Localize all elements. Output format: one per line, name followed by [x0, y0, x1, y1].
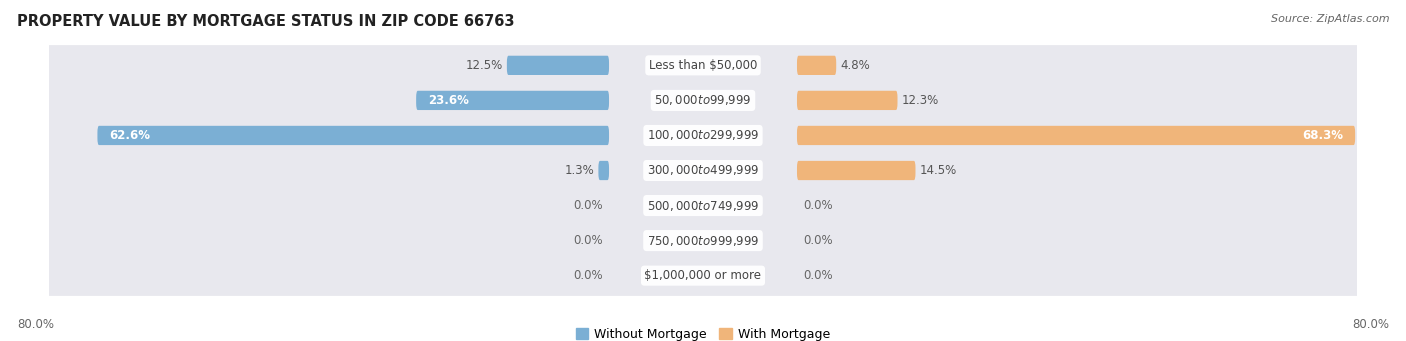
FancyBboxPatch shape — [45, 185, 1361, 226]
FancyBboxPatch shape — [797, 56, 837, 75]
FancyBboxPatch shape — [45, 115, 1361, 156]
Text: 0.0%: 0.0% — [803, 269, 834, 282]
FancyBboxPatch shape — [508, 56, 609, 75]
FancyBboxPatch shape — [45, 45, 1361, 86]
Text: $500,000 to $749,999: $500,000 to $749,999 — [647, 198, 759, 212]
Text: 0.0%: 0.0% — [572, 234, 603, 247]
Text: $100,000 to $299,999: $100,000 to $299,999 — [647, 129, 759, 143]
FancyBboxPatch shape — [797, 161, 915, 180]
Text: 12.5%: 12.5% — [465, 59, 503, 72]
FancyBboxPatch shape — [797, 126, 1355, 145]
FancyBboxPatch shape — [45, 220, 1361, 261]
FancyBboxPatch shape — [45, 255, 1361, 296]
Text: 80.0%: 80.0% — [1353, 318, 1389, 331]
Text: 0.0%: 0.0% — [803, 199, 834, 212]
Text: $300,000 to $499,999: $300,000 to $499,999 — [647, 163, 759, 178]
FancyBboxPatch shape — [97, 126, 609, 145]
Text: 0.0%: 0.0% — [572, 199, 603, 212]
Text: 4.8%: 4.8% — [841, 59, 870, 72]
Text: 62.6%: 62.6% — [110, 129, 150, 142]
Text: Less than $50,000: Less than $50,000 — [648, 59, 758, 72]
Text: $750,000 to $999,999: $750,000 to $999,999 — [647, 234, 759, 248]
Text: PROPERTY VALUE BY MORTGAGE STATUS IN ZIP CODE 66763: PROPERTY VALUE BY MORTGAGE STATUS IN ZIP… — [17, 14, 515, 29]
Text: $1,000,000 or more: $1,000,000 or more — [644, 269, 762, 282]
FancyBboxPatch shape — [45, 80, 1361, 121]
Text: Source: ZipAtlas.com: Source: ZipAtlas.com — [1271, 14, 1389, 24]
Text: 0.0%: 0.0% — [572, 269, 603, 282]
Text: 14.5%: 14.5% — [920, 164, 957, 177]
FancyBboxPatch shape — [599, 161, 609, 180]
Legend: Without Mortgage, With Mortgage: Without Mortgage, With Mortgage — [571, 323, 835, 341]
Text: 0.0%: 0.0% — [803, 234, 834, 247]
Text: 12.3%: 12.3% — [901, 94, 939, 107]
FancyBboxPatch shape — [797, 91, 897, 110]
FancyBboxPatch shape — [416, 91, 609, 110]
FancyBboxPatch shape — [45, 150, 1361, 191]
Text: 80.0%: 80.0% — [17, 318, 53, 331]
Text: 1.3%: 1.3% — [565, 164, 595, 177]
Text: 23.6%: 23.6% — [429, 94, 470, 107]
Text: $50,000 to $99,999: $50,000 to $99,999 — [654, 93, 752, 107]
Text: 68.3%: 68.3% — [1302, 129, 1343, 142]
